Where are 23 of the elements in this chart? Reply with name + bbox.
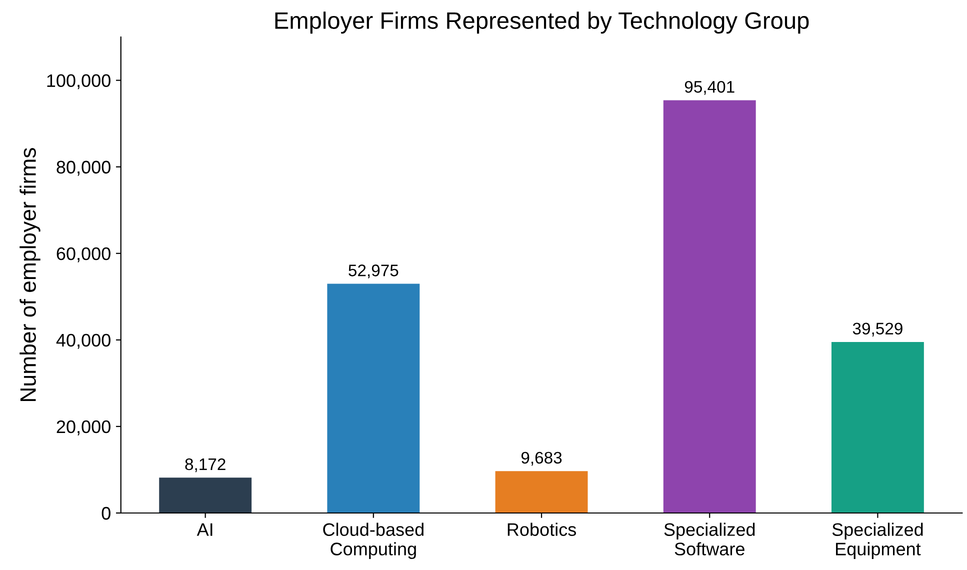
data-label: 39,529 [852, 322, 902, 336]
x-tick-label: Cloud-based Computing [323, 522, 424, 559]
y-tick-label: 40,000 [56, 334, 110, 349]
y-tick-label: 60,000 [56, 247, 110, 262]
chart-title: Employer Firms Represented by Technology Group [275, 12, 809, 34]
bar [663, 100, 756, 513]
y-axis-title: Number of employer firms [20, 148, 40, 402]
y-tick-label: 80,000 [56, 160, 110, 176]
x-tick-label: Specialized Equipment [832, 522, 923, 559]
x-tick-label: AI [196, 523, 212, 536]
bar [495, 471, 588, 513]
y-tick-label: 20,000 [56, 420, 110, 436]
y-tick-label: 100,000 [47, 74, 110, 90]
data-label: 95,401 [684, 80, 734, 95]
x-tick-label: Specialized Software [664, 522, 755, 556]
bar [327, 284, 420, 513]
data-label: 9,683 [521, 452, 562, 466]
bar [831, 342, 924, 513]
data-label: 8,172 [185, 458, 226, 472]
y-tick-label: 0 [102, 506, 110, 520]
data-label: 52,975 [348, 264, 398, 278]
bar [159, 478, 252, 513]
x-tick-label: Robotics [508, 522, 576, 536]
